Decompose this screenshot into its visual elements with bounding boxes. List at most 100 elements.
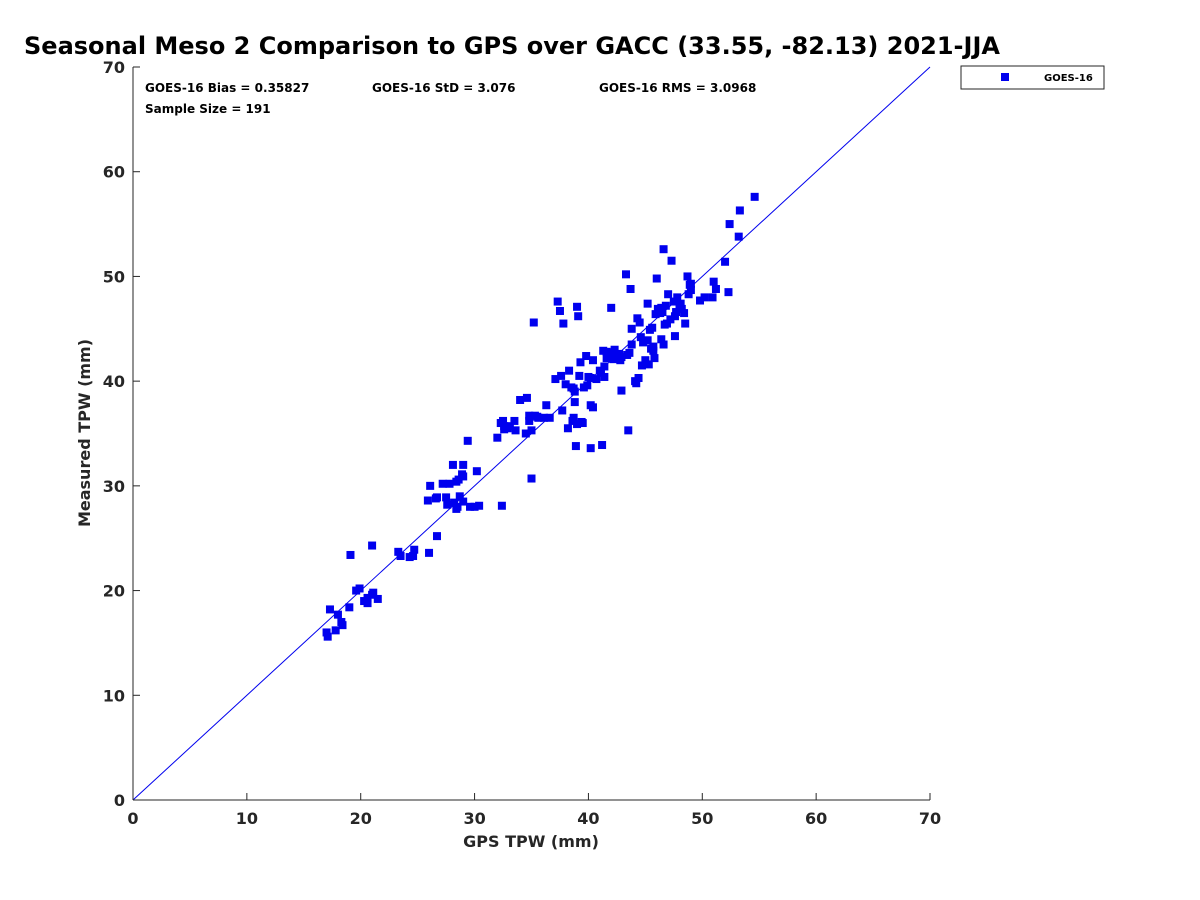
- data-point: [721, 257, 730, 266]
- data-point: [553, 297, 562, 306]
- data-point: [681, 319, 690, 328]
- data-point: [459, 497, 468, 506]
- data-point: [423, 496, 432, 505]
- data-point: [533, 412, 542, 421]
- data-point: [586, 444, 595, 453]
- data-point: [454, 475, 463, 484]
- data-point: [360, 597, 369, 606]
- data-point: [448, 460, 457, 469]
- data-point: [659, 340, 668, 349]
- data-point: [563, 424, 572, 433]
- data-point: [711, 284, 720, 293]
- data-point: [649, 342, 658, 351]
- data-point: [345, 603, 354, 612]
- data-point: [627, 340, 636, 349]
- data-point: [545, 413, 554, 422]
- data-point: [573, 420, 582, 429]
- x-tick-label: 40: [577, 809, 599, 828]
- data-point: [592, 375, 601, 384]
- data-point: [643, 299, 652, 308]
- y-tick-label: 40: [103, 372, 125, 391]
- data-point: [450, 498, 459, 507]
- data-point: [511, 426, 520, 435]
- data-point: [432, 532, 441, 541]
- data-point: [659, 245, 668, 254]
- data-point: [500, 425, 509, 434]
- data-point: [575, 371, 584, 380]
- data-point: [595, 366, 604, 375]
- data-point: [323, 632, 332, 641]
- legend-box: [960, 65, 1105, 90]
- data-point: [641, 356, 650, 365]
- data-point: [525, 416, 534, 425]
- data-point: [576, 358, 585, 367]
- x-axis-ticks: 0 10 20 30 40 50 60 70: [127, 793, 941, 828]
- data-point: [602, 354, 611, 363]
- data-point: [666, 315, 675, 324]
- sample-size-stat: Sample Size = 191: [145, 102, 271, 116]
- x-tick-label: 50: [691, 809, 713, 828]
- data-point: [680, 309, 689, 318]
- data-point: [676, 299, 685, 308]
- data-point: [551, 375, 560, 384]
- data-point: [626, 284, 635, 293]
- data-point: [505, 422, 514, 431]
- legend: GOES-16: [960, 65, 1105, 90]
- data-point: [637, 361, 646, 370]
- data-point: [561, 380, 570, 389]
- data-point: [660, 320, 669, 329]
- data-point: [734, 232, 743, 241]
- data-point: [410, 545, 419, 554]
- data-point: [664, 290, 673, 299]
- data-point: [570, 398, 579, 407]
- data-point: [527, 474, 536, 483]
- data-point: [672, 308, 681, 317]
- data-point: [472, 467, 481, 476]
- series-goes-16: [322, 192, 759, 641]
- data-point: [558, 406, 567, 415]
- y-tick-label: 10: [103, 686, 125, 705]
- data-point: [516, 395, 525, 404]
- data-point: [459, 472, 468, 481]
- y-tick-label: 30: [103, 477, 125, 496]
- data-point: [577, 417, 586, 426]
- data-point: [333, 610, 342, 619]
- data-point: [649, 346, 658, 355]
- data-point: [331, 626, 340, 635]
- data-point: [617, 386, 626, 395]
- x-tick-label: 60: [805, 809, 827, 828]
- data-point: [565, 366, 574, 375]
- bias-stat: GOES-16 Bias = 0.35827: [145, 81, 309, 95]
- legend-marker: [1001, 73, 1009, 81]
- data-point: [426, 481, 435, 490]
- data-point: [559, 319, 568, 328]
- data-point: [588, 403, 597, 412]
- data-point: [636, 333, 645, 342]
- data-point: [459, 460, 468, 469]
- data-point: [443, 500, 452, 509]
- data-point: [750, 192, 759, 201]
- data-point: [657, 303, 666, 312]
- data-point: [442, 493, 451, 502]
- data-point: [438, 479, 447, 488]
- data-point: [643, 336, 652, 345]
- data-point: [667, 256, 676, 265]
- x-axis-label: GPS TPW (mm): [463, 832, 599, 851]
- data-point: [455, 492, 464, 501]
- data-point: [466, 502, 475, 511]
- y-tick-label: 20: [103, 582, 125, 601]
- data-point: [463, 436, 472, 445]
- data-point: [696, 296, 705, 305]
- data-point: [586, 374, 595, 383]
- data-point: [639, 338, 648, 347]
- data-point: [709, 277, 718, 286]
- data-point: [368, 541, 377, 550]
- data-point: [522, 393, 531, 402]
- y-axis-label: Measured TPW (mm): [75, 339, 94, 527]
- data-point: [355, 584, 364, 593]
- data-point: [527, 426, 536, 435]
- data-point: [525, 411, 534, 420]
- data-point: [631, 377, 640, 386]
- data-point: [617, 353, 626, 362]
